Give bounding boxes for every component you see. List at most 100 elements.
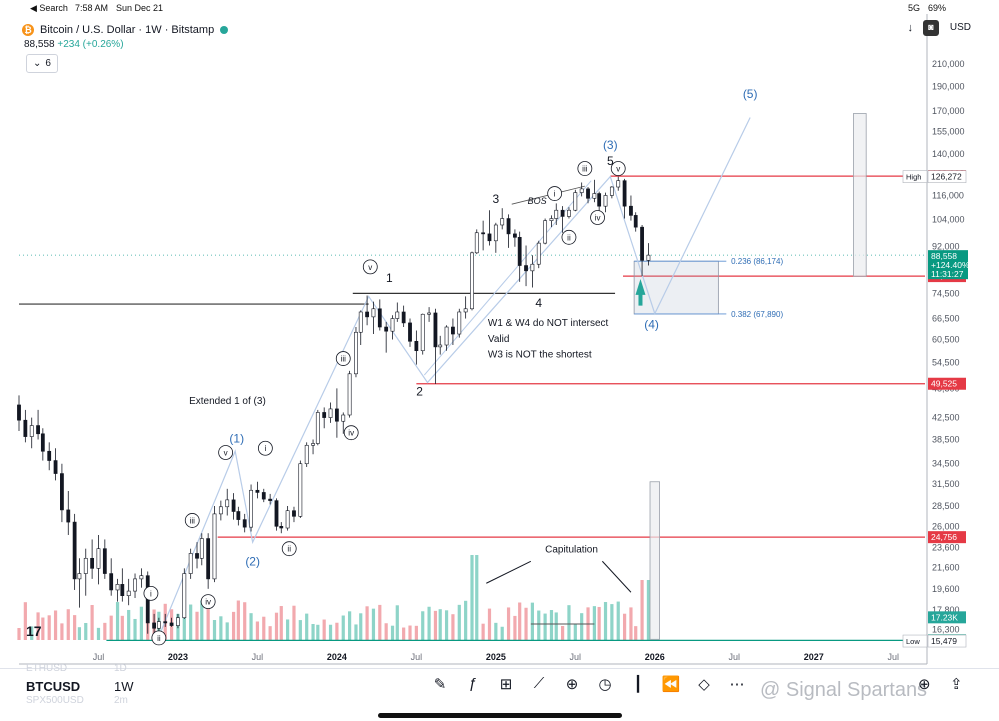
ghost-symbol-spx: SPX500USD: [26, 695, 84, 706]
subwave-label: iii: [582, 165, 588, 174]
volume-bar: [279, 606, 283, 640]
layers-icon[interactable]: ◇: [698, 676, 710, 693]
volume-bar: [402, 627, 406, 640]
subwave-label: iv: [205, 598, 211, 607]
candle-body: [66, 509, 71, 523]
y-tick-label: 54,500: [932, 358, 960, 368]
candle-body: [640, 226, 644, 261]
alert-clock-icon[interactable]: ◷: [598, 676, 612, 693]
subwave-circle: [590, 210, 605, 225]
candle-body: [543, 220, 548, 244]
candle-body: [487, 233, 492, 242]
x-tick-label: Jul: [570, 652, 582, 662]
volume-bar: [274, 612, 279, 640]
volume-bar: [262, 616, 266, 640]
candle-body: [231, 499, 236, 512]
volume-bar: [487, 608, 492, 640]
candle-body: [438, 344, 443, 348]
current-price: 88,558: [24, 39, 55, 50]
share-icon[interactable]: ⇪: [950, 676, 963, 693]
candle-body: [96, 548, 101, 569]
x-tick-label: Jul: [93, 652, 105, 662]
indicators-icon[interactable]: ƒ: [468, 675, 478, 692]
layout-grid-icon[interactable]: ⊞: [499, 676, 513, 693]
volume-bar: [433, 610, 438, 640]
volume-bar: [53, 610, 58, 640]
candle-body: [236, 511, 241, 520]
subwave-label: i: [150, 589, 152, 598]
currency-label[interactable]: USD: [949, 22, 971, 33]
symbol-header[interactable]: ₿ Bitcoin / U.S. Dollar · 1W · Bitstamp: [22, 20, 229, 40]
timeframe-selector[interactable]: 1W: [114, 679, 134, 694]
wave-label: 5: [607, 154, 614, 168]
status-time: 7:58 AM: [75, 3, 109, 13]
more-icon[interactable]: ⋯: [729, 676, 745, 693]
candle-body: [322, 412, 327, 418]
subwave-label: ii: [157, 634, 161, 643]
candle-body: [377, 308, 382, 328]
capitulation-arrow: [486, 560, 532, 584]
wave-label: 1: [386, 271, 393, 285]
candle-body: [408, 322, 412, 342]
add-icon[interactable]: ⊕: [565, 676, 579, 693]
candle-body: [371, 308, 376, 318]
volume-bar: [77, 627, 81, 640]
candle-body: [268, 498, 273, 501]
candle-body: [629, 205, 633, 216]
wave-label: 2: [416, 384, 423, 398]
wave-label: (4): [644, 318, 659, 332]
volume-bar: [182, 600, 186, 640]
candle-body: [395, 311, 400, 319]
last-price-badge: [928, 250, 968, 280]
volume-bar: [384, 623, 388, 640]
y-tick-label: 31,500: [932, 479, 960, 489]
wave-label: 4: [535, 296, 542, 310]
replay-icon[interactable]: ⏪: [661, 676, 681, 693]
candle-body: [573, 192, 578, 211]
line-tool-icon[interactable]: ⟋: [533, 675, 545, 692]
pencil-icon[interactable]: ✎: [433, 676, 447, 693]
y-tick-label: 140,000: [932, 149, 965, 159]
price-badge-label: 49,525: [931, 379, 957, 389]
annotation-text: Valid: [488, 334, 510, 345]
volume-bar: [84, 622, 88, 640]
price-readout: 88,558 +234 (+0.26%): [24, 39, 124, 50]
y-tick-label: 42,500: [932, 413, 960, 423]
back-to-search-link[interactable]: ◀ Search: [30, 3, 68, 13]
volume-bar: [646, 580, 651, 640]
volume-bar: [200, 600, 204, 640]
volume-bar: [41, 617, 45, 640]
volume-bar: [365, 606, 369, 640]
up-arrow-icon: [635, 279, 646, 306]
volume-bar: [506, 607, 511, 640]
indicator-toggle-button[interactable]: ⌄ 6: [26, 54, 58, 73]
projection-box: [853, 113, 867, 277]
snapshot-icon[interactable]: ◙: [923, 20, 939, 36]
y-tick-label: 190,000: [932, 81, 965, 91]
volume-bar: [243, 602, 247, 640]
candle-body: [274, 500, 279, 527]
download-icon[interactable]: ↓: [907, 22, 914, 34]
volume-bar: [322, 619, 326, 640]
candle-body: [298, 463, 303, 517]
volume-bar: [481, 623, 485, 640]
candle-body: [474, 232, 479, 254]
volume-bar: [567, 605, 571, 640]
subwave-label: v: [368, 263, 372, 272]
x-tick-label: 2025: [486, 652, 506, 662]
candle-body: [536, 242, 541, 265]
symbol-title[interactable]: Bitcoin / U.S. Dollar · 1W · Bitstamp: [40, 24, 215, 36]
candles-icon[interactable]: ┃: [633, 676, 643, 693]
candle-body: [206, 538, 211, 580]
price-chart[interactable]: 210,000190,000170,000155,000140,000128,0…: [0, 0, 999, 668]
subwave-circle: [577, 161, 593, 176]
candle-body: [414, 340, 419, 352]
volume-bar: [311, 624, 315, 640]
candle-body: [133, 578, 137, 592]
fib-retracement-zone: [633, 260, 727, 315]
volume-bar: [414, 625, 418, 640]
fib-level-label: 0.236 (86,174): [731, 257, 783, 266]
crosshair-add-icon[interactable]: ⊕: [918, 676, 931, 693]
candle-body: [304, 444, 309, 465]
symbol-selector[interactable]: BTCUSD: [26, 679, 81, 694]
